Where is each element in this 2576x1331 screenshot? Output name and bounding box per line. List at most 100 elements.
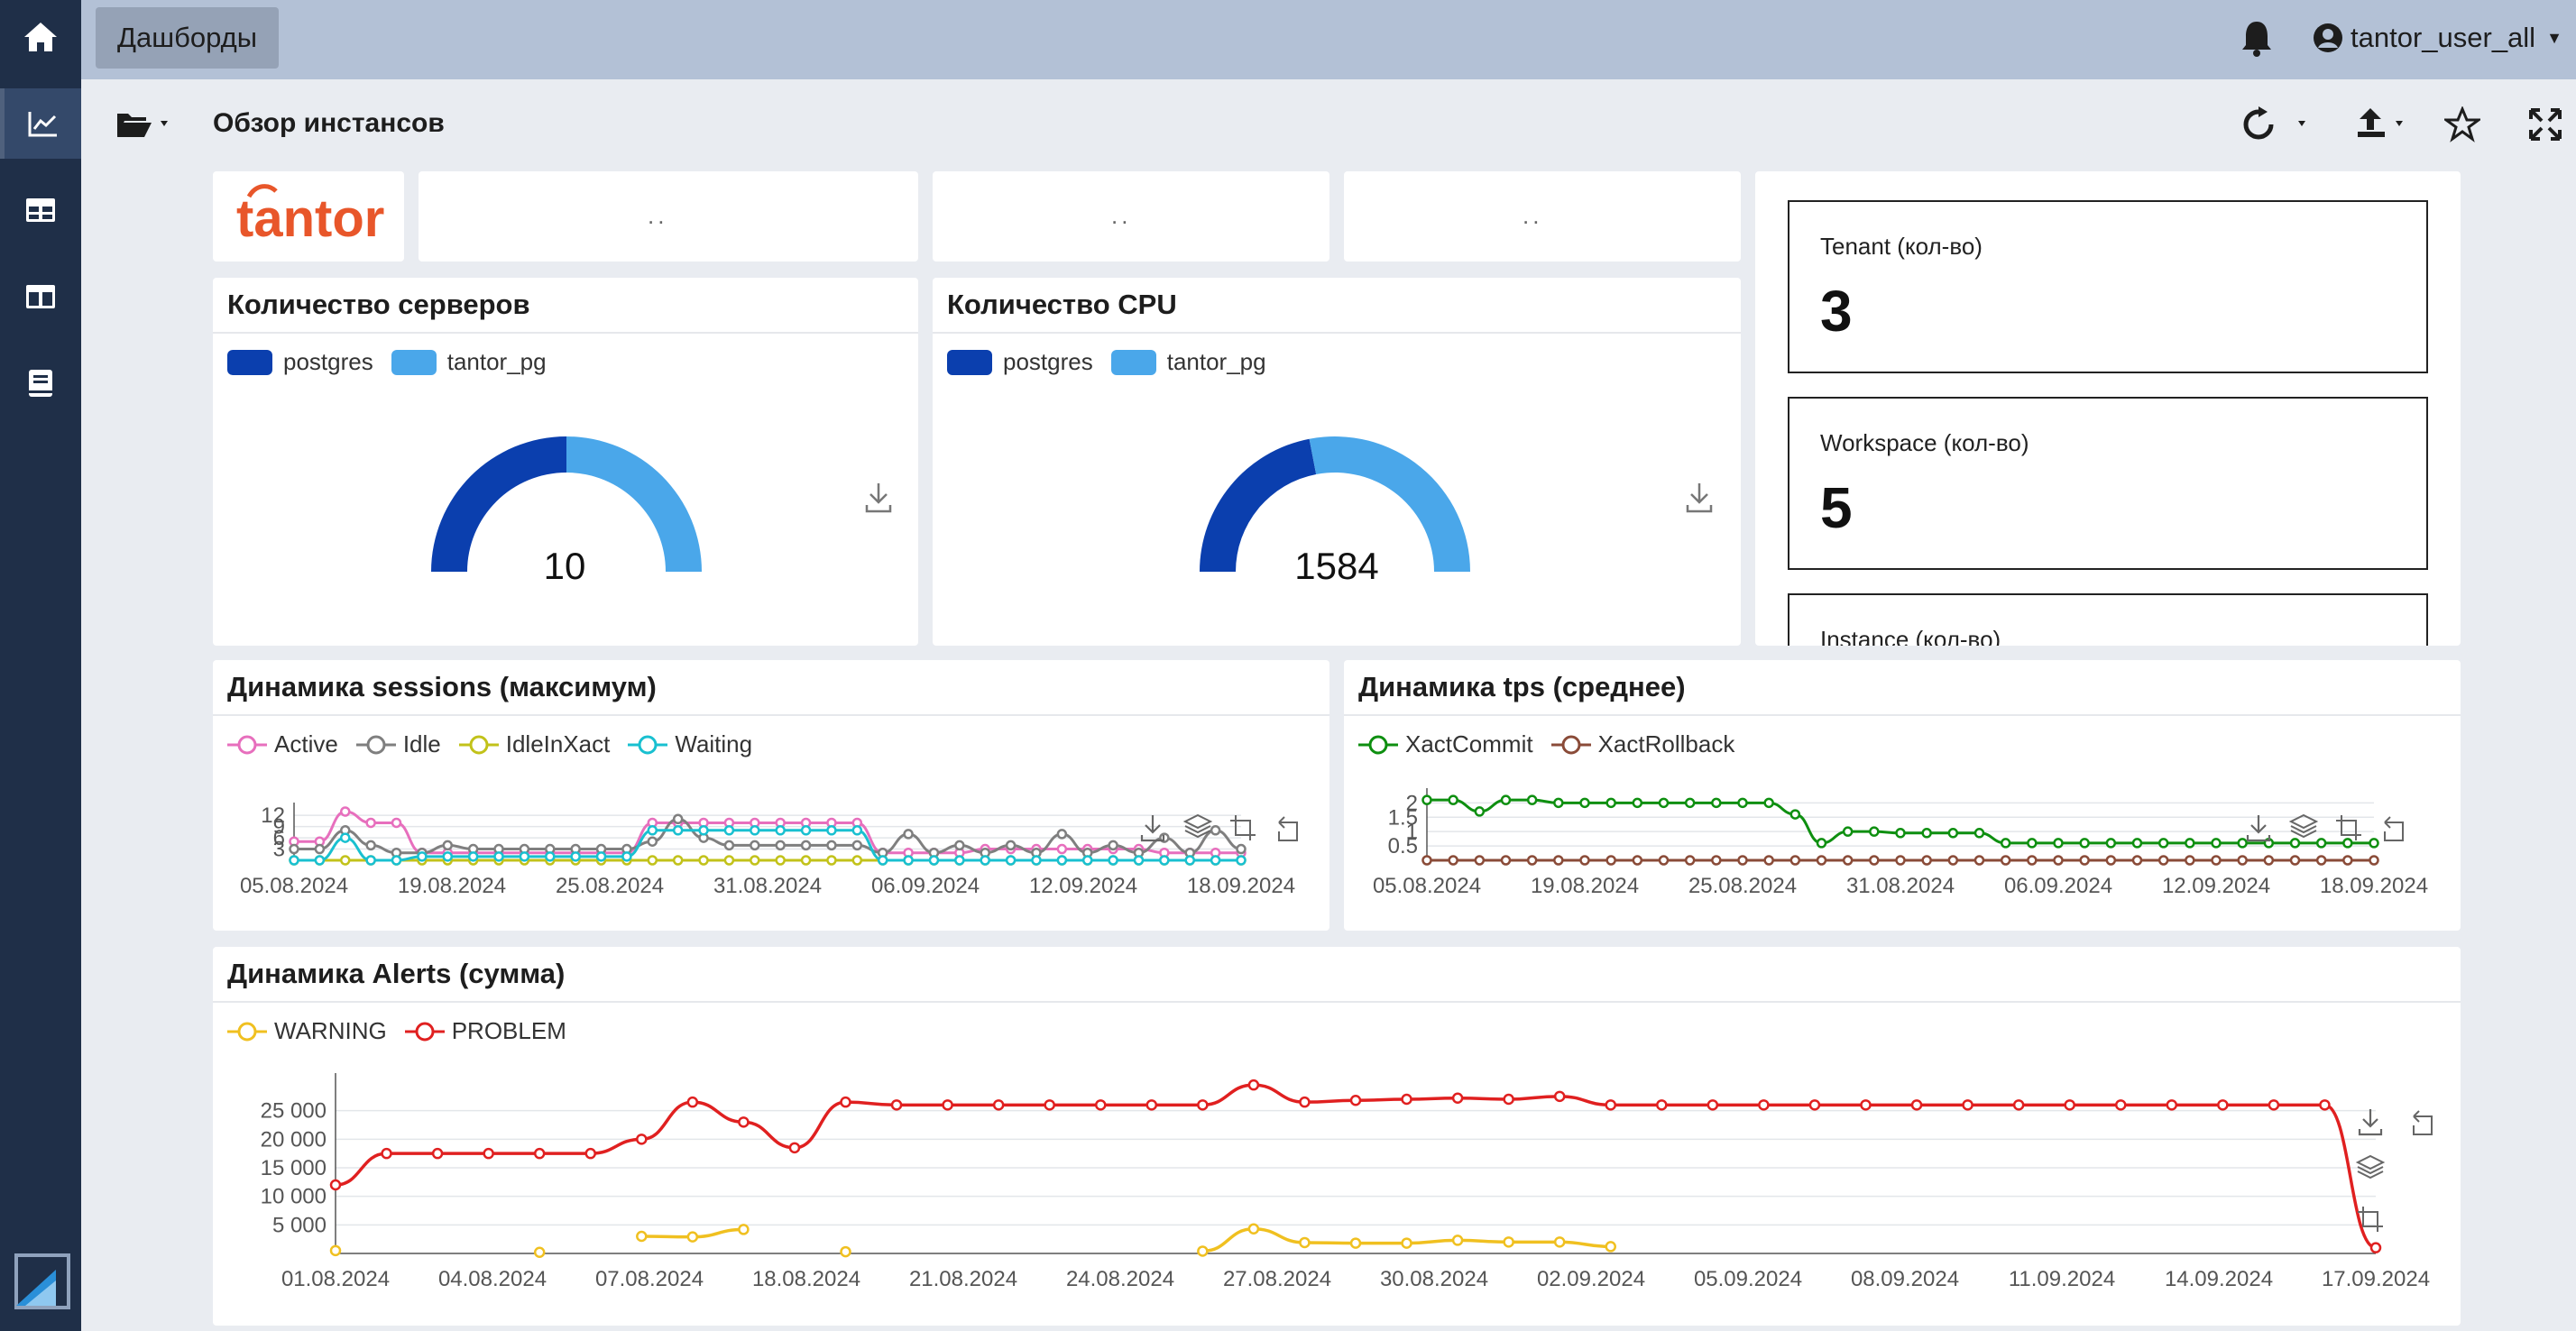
data-point bbox=[2211, 855, 2222, 866]
stat-value: 3 bbox=[1820, 279, 1853, 344]
data-point bbox=[1658, 797, 1670, 809]
legend-item[interactable]: tantor_pg bbox=[1110, 348, 1266, 376]
x-tick-label: 06.09.2024 bbox=[871, 874, 980, 898]
data-point bbox=[1553, 1236, 1566, 1248]
data-point bbox=[647, 836, 658, 847]
legend-item[interactable]: Waiting bbox=[628, 730, 752, 758]
data-point bbox=[329, 1244, 342, 1257]
x-tick-label: 31.08.2024 bbox=[713, 874, 822, 898]
data-point bbox=[2211, 838, 2222, 849]
x-tick-label: 12.09.2024 bbox=[1029, 874, 1137, 898]
data-point bbox=[636, 1134, 648, 1145]
data-point bbox=[2369, 838, 2379, 849]
data-point bbox=[1605, 797, 1616, 809]
tables-nav-button[interactable] bbox=[0, 175, 81, 245]
x-tick-label: 05.08.2024 bbox=[1373, 874, 1481, 898]
dashboards-nav-button[interactable] bbox=[0, 88, 81, 159]
data-point bbox=[686, 1231, 699, 1243]
line-chart-icon bbox=[28, 112, 57, 137]
legend-item[interactable]: tantor_pg bbox=[391, 348, 547, 376]
data-point bbox=[750, 855, 760, 866]
docs-nav-button[interactable] bbox=[0, 348, 81, 418]
data-point bbox=[1895, 828, 1906, 839]
data-point bbox=[483, 1147, 494, 1160]
chart-legend: XactCommit XactRollback bbox=[1358, 730, 1753, 758]
chart-legend: WARNING PROBLEM bbox=[227, 1017, 584, 1045]
favorite-button[interactable] bbox=[2442, 106, 2483, 147]
data-point bbox=[1860, 1099, 1872, 1111]
data-point bbox=[570, 851, 581, 862]
layers-icon[interactable] bbox=[1182, 813, 1213, 839]
legend-item[interactable]: XactRollback bbox=[1550, 730, 1734, 758]
download-icon[interactable] bbox=[2246, 815, 2271, 842]
folder-menu-button[interactable] bbox=[115, 106, 173, 147]
tps-panel: Динамика tps (среднее) XactCommit XactRo… bbox=[1344, 660, 2461, 931]
data-point bbox=[1247, 1223, 1260, 1235]
tab-dashboards[interactable]: Дашборды bbox=[96, 7, 279, 69]
data-point bbox=[1684, 855, 1696, 866]
data-point bbox=[1895, 855, 1906, 866]
zoom-area-icon[interactable] bbox=[2358, 1207, 2383, 1232]
panel-title: Количество CPU bbox=[947, 289, 1177, 320]
x-tick-label: 18.09.2024 bbox=[1187, 874, 1295, 898]
gauge-value: 1584 bbox=[1294, 545, 1379, 587]
bell-icon[interactable] bbox=[2239, 18, 2275, 58]
legend-item[interactable]: Active bbox=[227, 730, 338, 758]
legend-item[interactable]: WARNING bbox=[227, 1017, 387, 1045]
legend-item[interactable]: Idle bbox=[355, 730, 441, 758]
refresh-button[interactable] bbox=[2242, 106, 2314, 147]
data-point bbox=[903, 829, 914, 840]
download-icon[interactable] bbox=[1685, 482, 1714, 514]
data-point bbox=[314, 843, 326, 855]
data-point bbox=[1758, 1099, 1770, 1111]
download-icon[interactable] bbox=[1140, 815, 1165, 842]
export-button[interactable] bbox=[2356, 106, 2414, 147]
legend-item[interactable]: postgres bbox=[227, 348, 373, 376]
data-point bbox=[1553, 797, 1564, 809]
legend-item[interactable]: IdleInXact bbox=[458, 730, 610, 758]
legend-item[interactable]: PROBLEM bbox=[404, 1017, 566, 1045]
reset-zoom-icon[interactable] bbox=[2384, 816, 2404, 841]
data-point bbox=[2064, 1099, 2075, 1111]
data-point bbox=[1737, 797, 1748, 809]
user-menu[interactable]: tantor_user_all ▼ bbox=[2313, 16, 2562, 60]
legend-item[interactable]: postgres bbox=[947, 348, 1093, 376]
data-point bbox=[1299, 1096, 1311, 1108]
layout-nav-button[interactable] bbox=[0, 262, 81, 332]
gauge-value: 10 bbox=[543, 545, 586, 587]
chart-legend: postgres tantor_pg bbox=[947, 348, 1284, 376]
legend-item[interactable]: XactCommit bbox=[1358, 730, 1533, 758]
x-tick-label: 04.08.2024 bbox=[438, 1267, 547, 1291]
data-point bbox=[2012, 1099, 2025, 1111]
reset-zoom-icon[interactable] bbox=[1278, 816, 1298, 841]
data-point bbox=[1658, 855, 1670, 866]
fullscreen-button[interactable] bbox=[2527, 106, 2563, 147]
data-point bbox=[1816, 838, 1827, 849]
data-point bbox=[800, 840, 812, 851]
layers-icon[interactable] bbox=[2355, 1154, 2386, 1180]
stat-tenant: Tenant (кол-во) 3 bbox=[1788, 200, 2428, 373]
data-point bbox=[1056, 855, 1068, 866]
data-point bbox=[698, 855, 709, 866]
x-tick-label: 25.08.2024 bbox=[556, 874, 664, 898]
servers-gauge bbox=[431, 436, 702, 572]
download-icon[interactable] bbox=[2358, 1109, 2383, 1136]
data-point bbox=[1526, 794, 1538, 805]
zoom-area-icon[interactable] bbox=[2336, 815, 2361, 840]
data-point bbox=[1474, 855, 1486, 866]
layers-icon[interactable] bbox=[2288, 813, 2319, 839]
data-point bbox=[1448, 855, 1458, 866]
gauge-slice bbox=[1200, 438, 1317, 572]
home-nav-button[interactable] bbox=[0, 2, 81, 72]
app-logo-icon bbox=[14, 1253, 70, 1309]
data-point bbox=[417, 851, 428, 862]
data-point bbox=[1579, 797, 1590, 809]
zoom-area-icon[interactable] bbox=[1230, 815, 1256, 840]
x-tick-label: 19.08.2024 bbox=[1531, 874, 1639, 898]
download-icon[interactable] bbox=[864, 482, 893, 514]
data-point bbox=[2217, 1099, 2229, 1111]
data-point bbox=[1247, 1079, 1260, 1091]
reset-zoom-icon[interactable] bbox=[2413, 1110, 2433, 1135]
placeholder-panel: .. bbox=[419, 171, 918, 262]
data-point bbox=[1921, 855, 1932, 866]
